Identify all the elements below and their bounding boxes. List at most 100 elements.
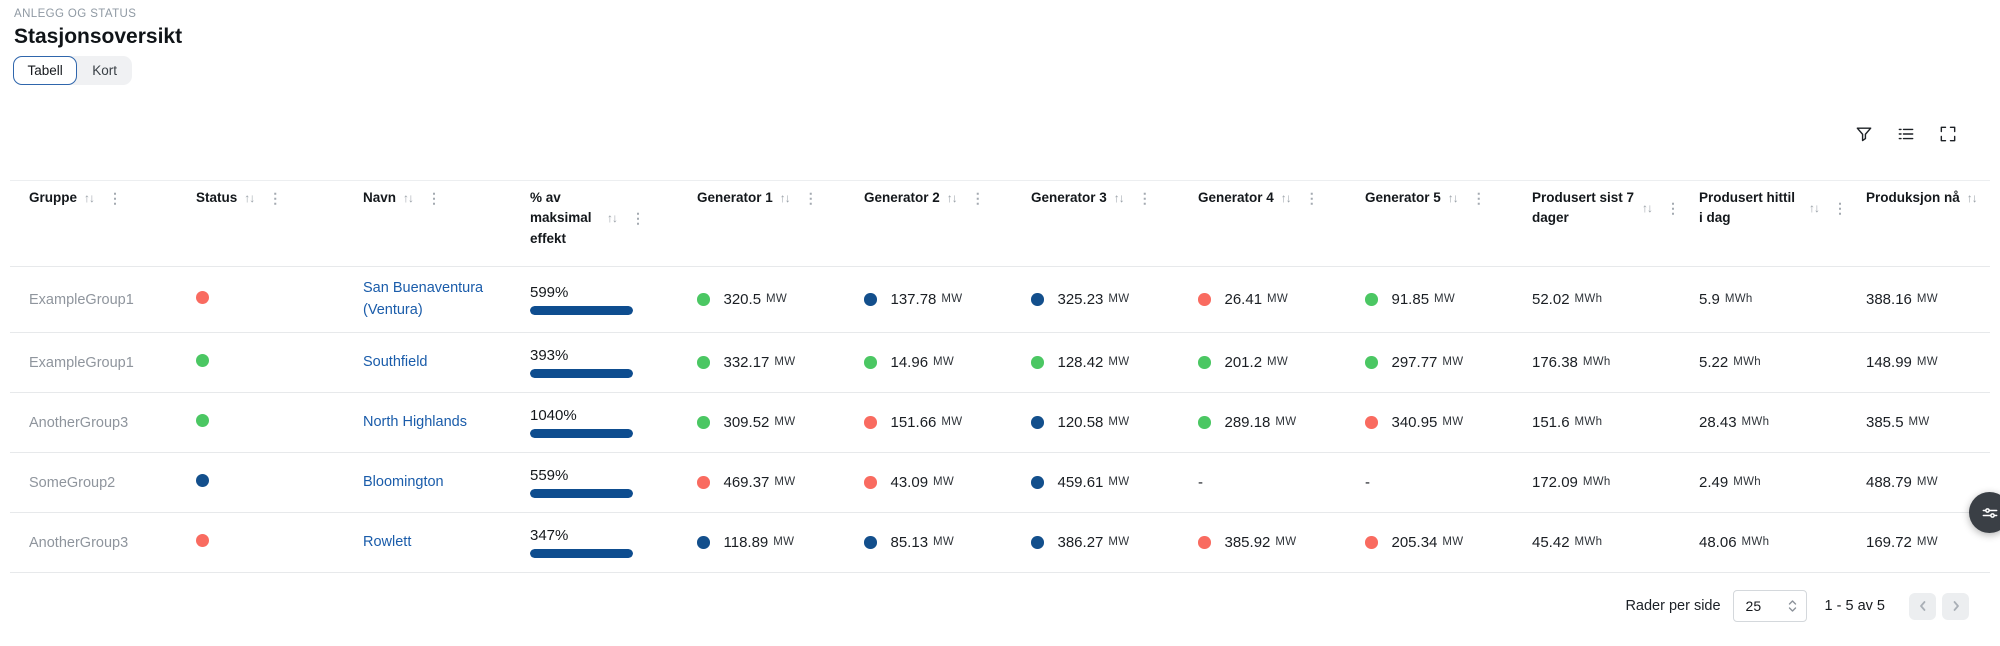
column-header-7[interactable]: Generator 3 ↑↓ ⋮ (1012, 188, 1179, 208)
column-menu-icon[interactable]: ⋮ (427, 189, 442, 206)
toggle-kort[interactable]: Kort (92, 63, 118, 78)
column-header-2[interactable]: Status ↑↓ ⋮ (177, 188, 344, 208)
sort-icon[interactable]: ↑↓ (84, 191, 95, 206)
measure-value: 340.95 (1391, 413, 1438, 431)
sort-icon[interactable]: ↑↓ (946, 191, 958, 206)
column-header-9[interactable]: Generator 5 ↑↓ ⋮ (1346, 188, 1513, 208)
name-cell: North Highlands (344, 401, 511, 443)
sort-icon[interactable]: ↑↓ (1447, 191, 1459, 206)
max-effect-cell: 393% (511, 337, 678, 388)
column-menu-icon[interactable]: ⋮ (108, 189, 123, 206)
station-name-link[interactable]: Rowlett (363, 534, 412, 551)
generator-5-cell: 91.85 MW (1346, 281, 1513, 318)
max-effect-bar-fill (530, 548, 633, 558)
fullscreen-icon[interactable] (1938, 124, 1958, 144)
red-generator-dot (1198, 536, 1211, 549)
toggle-tabell[interactable]: Tabell (13, 56, 78, 85)
column-header-1[interactable]: Gruppe ↑↓ ⋮ (10, 188, 177, 208)
rows-per-page-value: 25 (1745, 598, 1762, 614)
green-generator-dot (1365, 356, 1378, 369)
measure-unit: MW (933, 536, 955, 549)
generator-5-cell: - (1346, 464, 1513, 501)
column-label: Generator 1 (697, 190, 773, 205)
station-name-link[interactable]: Southfield (363, 354, 428, 371)
next-page-button[interactable] (1942, 592, 1969, 620)
stations-table: Gruppe ↑↓ ⋮ Status ↑↓ ⋮ Navn ↑↓ ⋮ % av m… (10, 180, 1990, 573)
empty-value: - (1365, 473, 1370, 491)
column-header-5[interactable]: Generator 1 ↑↓ ⋮ (678, 188, 845, 208)
column-label: Generator 4 (1198, 190, 1274, 205)
row-density-icon[interactable] (1896, 124, 1916, 144)
blue-generator-dot (1031, 476, 1044, 489)
sort-icon[interactable]: ↑↓ (1966, 191, 1978, 206)
generator-1-cell: 118.89 MW (678, 524, 845, 561)
generator-2-cell: 85.13 MW (845, 524, 1012, 561)
filter-icon[interactable] (1854, 124, 1874, 144)
table-settings-fab[interactable] (1969, 492, 2000, 533)
production-now-cell: 169.72 MW (1847, 524, 1990, 561)
table-row: AnotherGroup3 Rowlett 347% 118.89 MW 85.1… (10, 511, 1990, 572)
column-menu-icon[interactable]: ⋮ (1137, 189, 1152, 206)
column-menu-icon[interactable]: ⋮ (1304, 189, 1319, 206)
column-header-6[interactable]: Generator 2 ↑↓ ⋮ (845, 188, 1012, 208)
measure-value: 176.38 (1532, 353, 1578, 371)
red-generator-dot (864, 416, 877, 429)
column-header-8[interactable]: Generator 4 ↑↓ ⋮ (1179, 188, 1346, 208)
sort-icon[interactable]: ↑↓ (779, 191, 791, 206)
measure-value: 128.42 (1057, 353, 1104, 371)
blue-generator-dot (864, 536, 877, 549)
station-name-link[interactable]: San Buenaventura (Ventura) (363, 280, 484, 319)
table-body: ExampleGroup1 San Buenaventura (Ventura)… (10, 266, 1990, 572)
sort-icon[interactable]: ↑↓ (607, 211, 618, 226)
group-label: AnotherGroup3 (29, 534, 129, 551)
measure-value: 332.17 (723, 353, 770, 371)
produced-last-7-days-cell: 176.38 MWh (1513, 344, 1680, 381)
sort-icon[interactable]: ↑↓ (403, 191, 414, 206)
column-menu-icon[interactable]: ⋮ (631, 209, 645, 226)
column-header-4[interactable]: % av maksimal effekt ↑↓ ⋮ (511, 188, 678, 249)
measure-value: 91.85 (1391, 290, 1430, 308)
generator-4-cell: - (1179, 464, 1346, 501)
max-effect-bar (530, 548, 633, 558)
column-menu-icon[interactable]: ⋮ (803, 189, 818, 206)
name-cell: San Buenaventura (Ventura) (344, 267, 511, 332)
measure-unit: MW (1108, 476, 1130, 489)
measure-unit: MW (1275, 536, 1297, 549)
prev-page-button[interactable] (1909, 592, 1936, 620)
sort-icon[interactable]: ↑↓ (244, 191, 255, 206)
column-menu-icon[interactable]: ⋮ (970, 189, 985, 206)
station-name-link[interactable]: Bloomington (363, 474, 444, 491)
pagination-range: 1 - 5 av 5 (1824, 598, 1885, 614)
column-menu-icon[interactable]: ⋮ (1666, 199, 1680, 216)
column-menu-icon[interactable]: ⋮ (268, 189, 283, 206)
table-row: ExampleGroup1 Southfield 393% 332.17 MW 1… (10, 331, 1990, 392)
measure-unit: MW (1108, 416, 1130, 429)
measure-unit: MW (774, 416, 796, 429)
column-header-12[interactable]: Produksjon nå ↑↓ (1847, 188, 1990, 208)
measure-value: 169.72 (1866, 533, 1912, 551)
column-header-3[interactable]: Navn ↑↓ ⋮ (344, 188, 511, 208)
column-menu-icon[interactable]: ⋮ (1833, 199, 1847, 216)
measure-unit: MWh (1733, 356, 1761, 369)
measure-value: 309.52 (723, 413, 770, 431)
sort-icon[interactable]: ↑↓ (1642, 201, 1653, 216)
column-header-10[interactable]: Produsert sist 7 dager ↑↓ ⋮ (1513, 188, 1680, 229)
generator-2-cell: 14.96 MW (845, 344, 1012, 381)
column-label: Produsert sist 7 dager (1532, 190, 1635, 226)
measure-unit: MWh (1582, 476, 1611, 489)
status-dot (196, 533, 209, 547)
red-generator-dot (864, 476, 877, 489)
measure-unit: MWh (1741, 416, 1770, 429)
column-header-11[interactable]: Produsert hittil i dag ↑↓ ⋮ (1680, 188, 1847, 229)
generator-1-cell: 332.17 MW (678, 344, 845, 381)
rows-per-page-select[interactable]: 25 (1732, 590, 1807, 622)
green-generator-dot (864, 356, 877, 369)
measure-value: 385.5 (1866, 413, 1904, 431)
measure-unit: MWh (1574, 536, 1603, 549)
sort-icon[interactable]: ↑↓ (1809, 201, 1820, 216)
column-menu-icon[interactable]: ⋮ (1471, 189, 1486, 206)
sort-icon[interactable]: ↑↓ (1280, 191, 1292, 206)
status-cell (177, 524, 344, 561)
station-name-link[interactable]: North Highlands (363, 414, 467, 431)
sort-icon[interactable]: ↑↓ (1113, 191, 1125, 206)
